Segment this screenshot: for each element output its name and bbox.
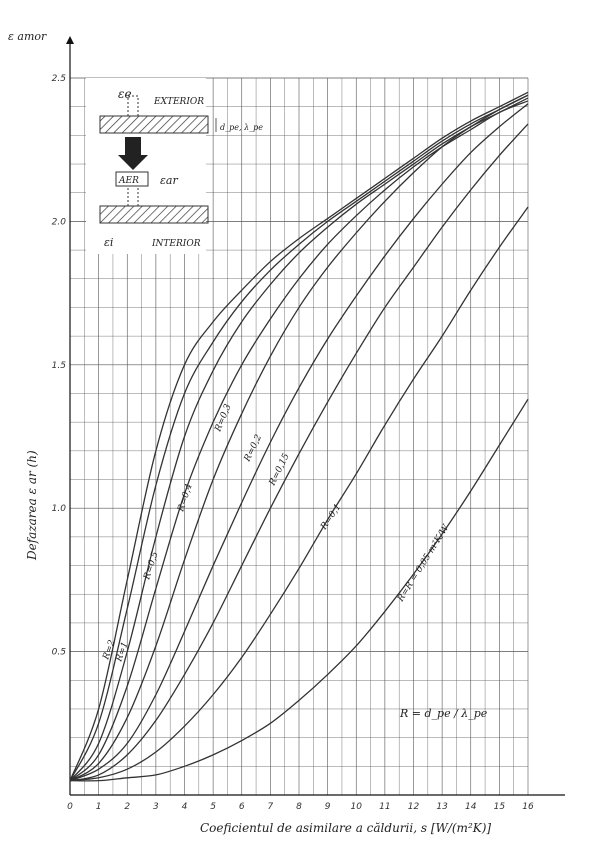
inset-top-label: EXTERIOR bbox=[153, 97, 204, 107]
curve-label-r01: R=0,1 bbox=[319, 502, 344, 532]
y-axis-symbol: ε amor bbox=[8, 30, 47, 43]
x-tick-label: 13 bbox=[436, 802, 448, 812]
curve-5 bbox=[69, 103, 529, 782]
formula-label: R = d_pe / λ_pe bbox=[399, 707, 488, 720]
tick-labels: 0 1 2 3 4 5 6 7 8 9 10 11 12 13 14 15 160.51.01.52.02.5 bbox=[52, 74, 534, 812]
axes bbox=[66, 36, 565, 796]
inset-air-symbol: εar bbox=[160, 174, 178, 187]
y-axis-arrow bbox=[66, 36, 74, 44]
y-tick-label: 2.0 bbox=[52, 217, 67, 227]
curves bbox=[69, 91, 529, 782]
x-tick-label: 8 bbox=[296, 802, 302, 812]
curve-label-r02: R=0,2 bbox=[242, 433, 264, 464]
inset-diagram: AER εe EXTERIOR d_pe, λ_pe εar εi INTERI… bbox=[86, 78, 263, 254]
y-axis-label: Defazarea ε ar (h) bbox=[25, 450, 39, 561]
inset-thickness-label: d_pe, λ_pe bbox=[220, 123, 263, 132]
x-tick-label: 15 bbox=[494, 802, 506, 812]
x-tick-label: 5 bbox=[210, 802, 216, 812]
curve-4 bbox=[69, 94, 529, 782]
x-tick-label: 1 bbox=[96, 802, 102, 812]
x-tick-label: 2 bbox=[124, 802, 130, 812]
x-tick-label: 0 bbox=[67, 802, 73, 812]
curve-7 bbox=[69, 206, 529, 782]
x-tick-label: 4 bbox=[182, 802, 188, 812]
x-tick-label: 12 bbox=[408, 802, 420, 812]
x-tick-label: 6 bbox=[239, 802, 245, 812]
x-tick-label: 16 bbox=[522, 802, 534, 812]
curve-1 bbox=[69, 94, 529, 781]
curve-label-r03: R=0,3 bbox=[213, 403, 233, 434]
inset-bottom-symbol: εi bbox=[104, 236, 113, 249]
y-tick-label: 2.5 bbox=[52, 74, 67, 84]
x-tick-label: 11 bbox=[379, 802, 390, 812]
x-tick-label: 3 bbox=[153, 802, 159, 812]
curve-8 bbox=[69, 398, 529, 782]
curve-label-r05: R=0,5 bbox=[142, 550, 161, 582]
curve-label-r015: R=0,15 bbox=[267, 452, 292, 488]
x-axis-label: Coeficientul de asimilare a căldurii, s … bbox=[200, 821, 491, 835]
x-tick-label: 10 bbox=[351, 802, 363, 812]
inset-top-symbol: εe bbox=[118, 87, 132, 101]
curve-6 bbox=[69, 123, 529, 782]
x-tick-label: 14 bbox=[465, 802, 477, 812]
curve-label-r04: R=0,4 bbox=[176, 482, 195, 514]
curve-0 bbox=[69, 91, 529, 781]
x-tick-label: 9 bbox=[325, 802, 331, 812]
curve-label-r005: R=R = 0,05 m²K/W bbox=[396, 523, 452, 605]
inset-air-label: AER bbox=[118, 176, 139, 186]
y-tick-label: 1.0 bbox=[52, 504, 67, 514]
curve-2 bbox=[69, 97, 529, 782]
y-tick-label: 0.5 bbox=[52, 648, 67, 658]
y-tick-label: 1.5 bbox=[52, 361, 67, 371]
inset-bottom-label: INTERIOR bbox=[151, 239, 201, 249]
x-tick-label: 7 bbox=[268, 802, 274, 812]
